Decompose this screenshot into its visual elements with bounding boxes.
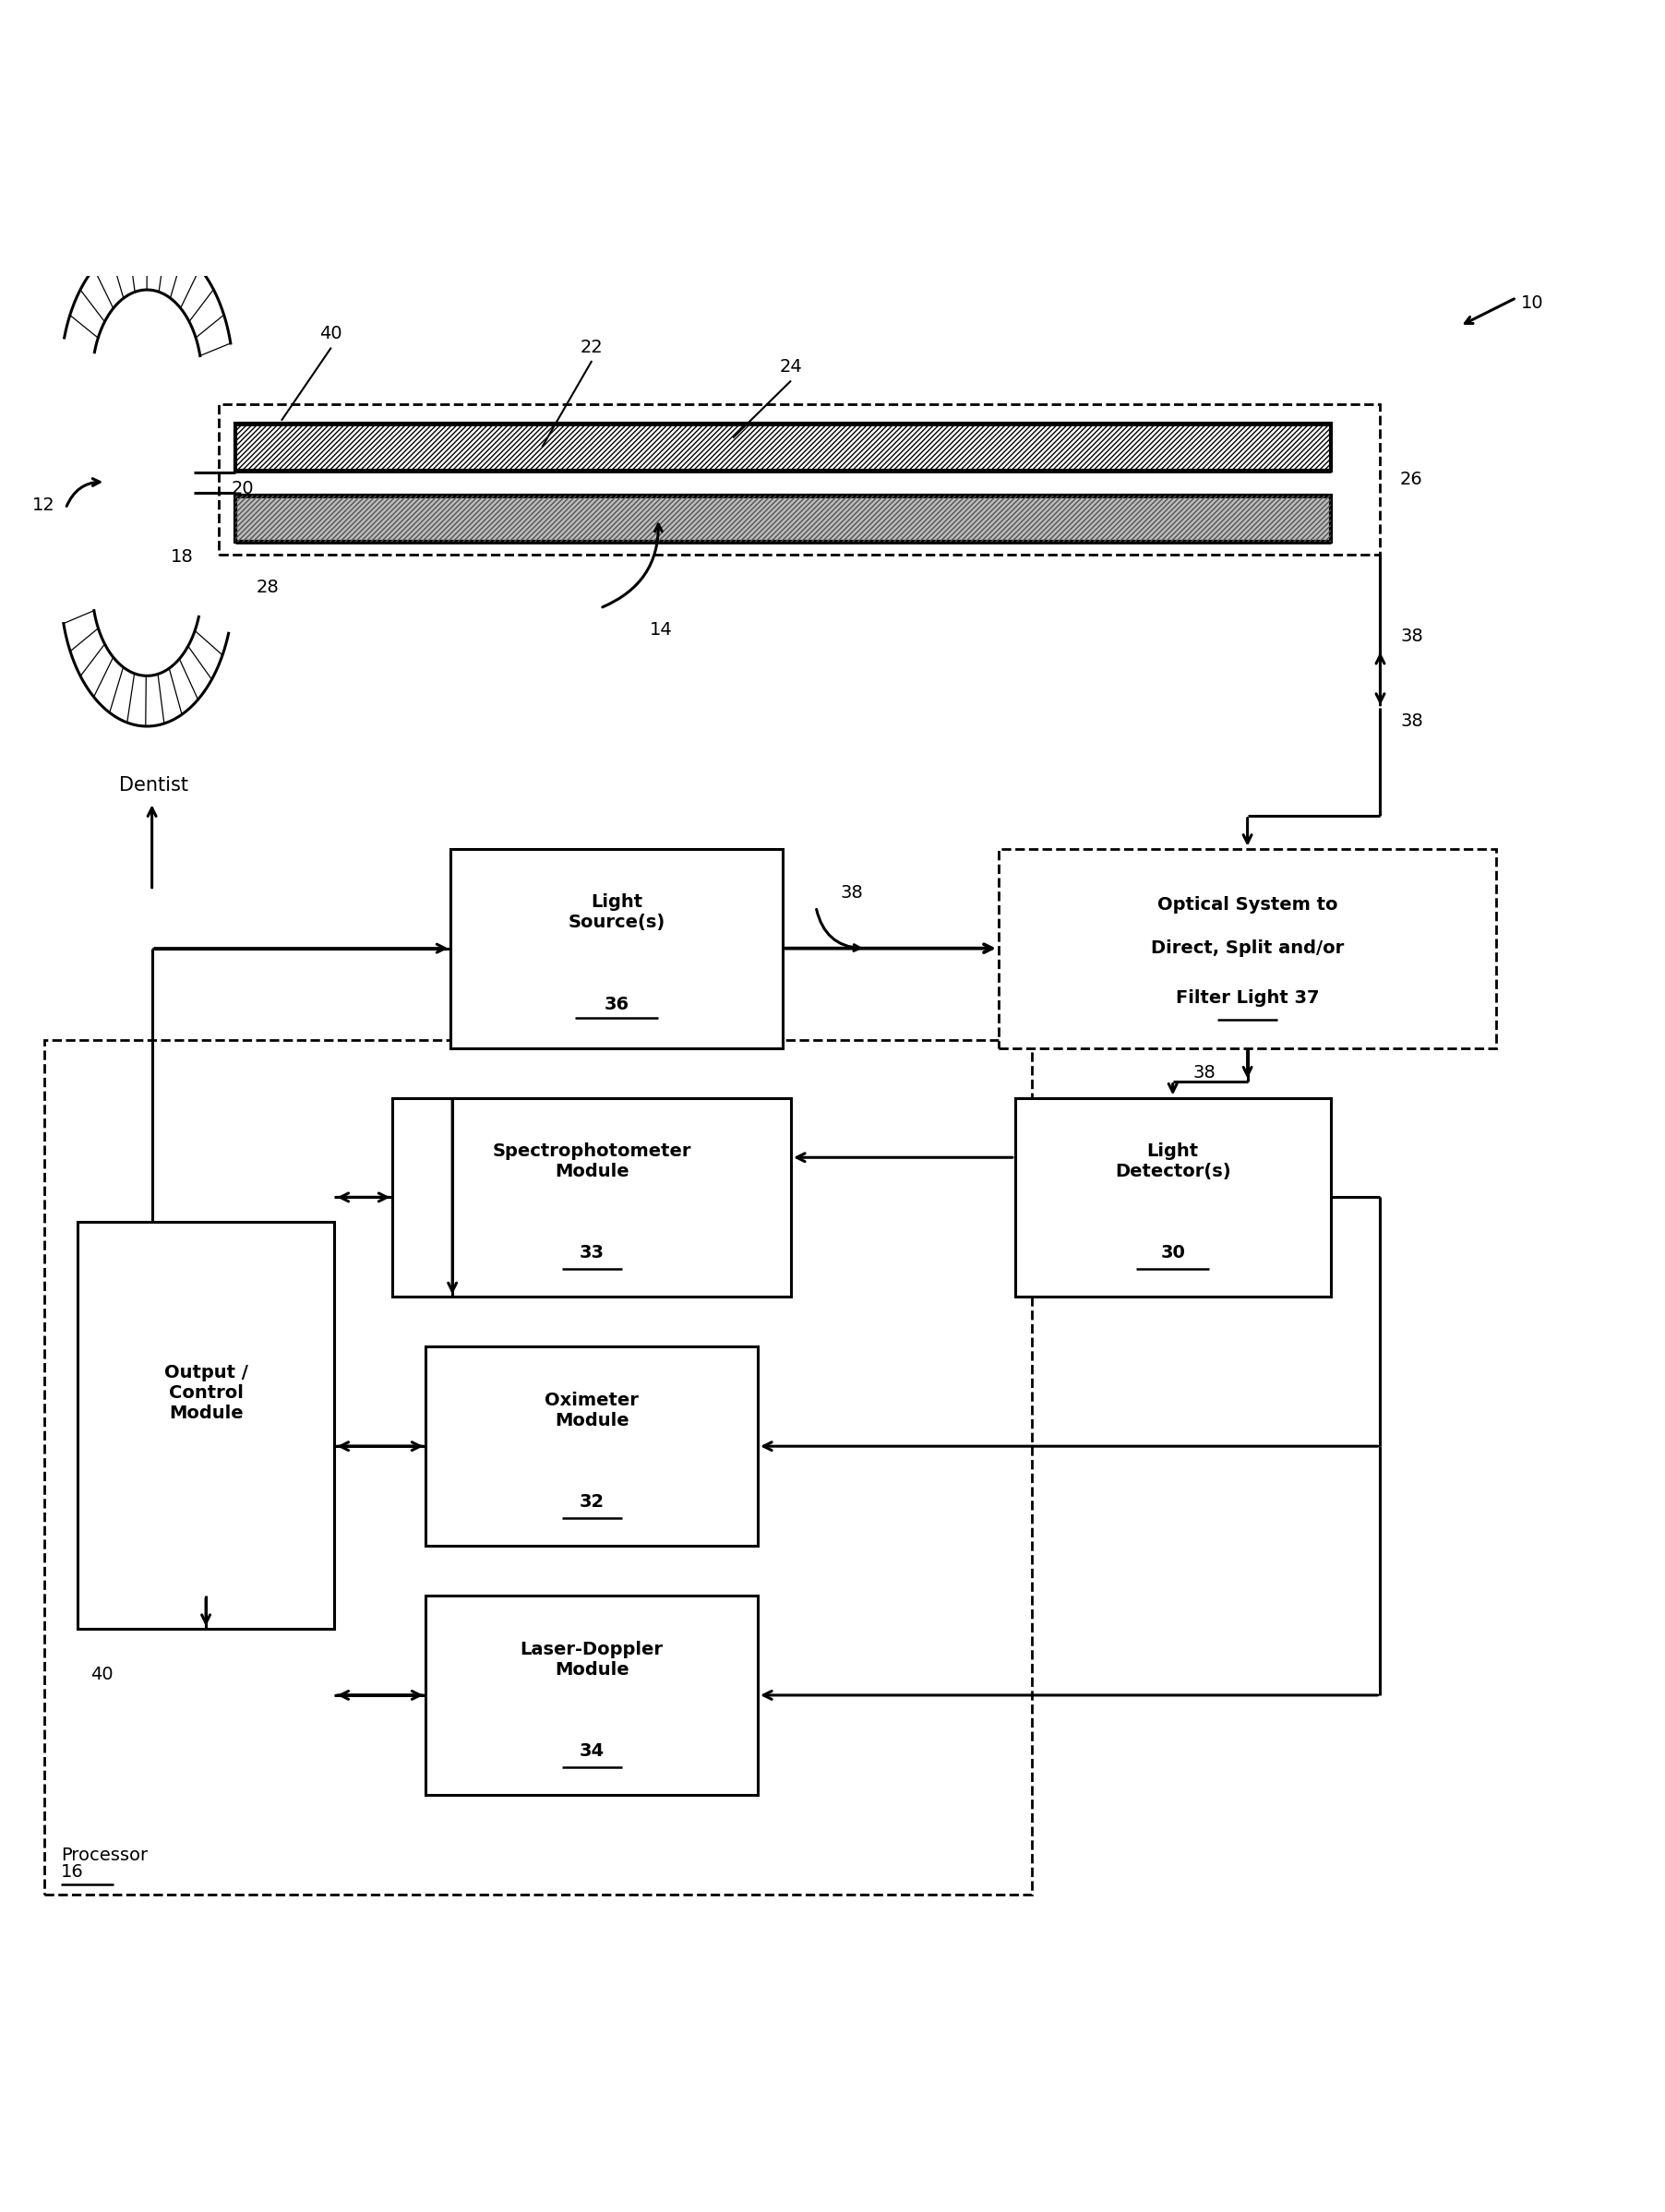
Text: Processor: Processor xyxy=(60,1847,148,1865)
Text: 38: 38 xyxy=(1192,1064,1215,1082)
Text: 18: 18 xyxy=(170,549,193,566)
Text: Optical System to: Optical System to xyxy=(1157,896,1337,914)
Text: 28: 28 xyxy=(256,577,280,595)
Text: 24: 24 xyxy=(779,358,803,376)
Text: Oximeter
Module: Oximeter Module xyxy=(544,1391,639,1429)
Text: 38: 38 xyxy=(1400,712,1424,730)
Text: Direct, Split and/or: Direct, Split and/or xyxy=(1151,940,1344,958)
Bar xyxy=(77,1223,335,1628)
Text: 40: 40 xyxy=(90,1666,113,1683)
Text: 16: 16 xyxy=(60,1863,83,1880)
Text: Output /
Control
Module: Output / Control Module xyxy=(163,1365,248,1422)
Text: 40: 40 xyxy=(320,325,343,343)
Text: 10: 10 xyxy=(1522,294,1543,312)
Text: 12: 12 xyxy=(33,495,55,513)
Bar xyxy=(43,1040,1032,1893)
Bar xyxy=(426,1595,758,1794)
Text: 30: 30 xyxy=(1161,1245,1185,1261)
Text: Light
Source(s): Light Source(s) xyxy=(568,894,666,931)
Bar xyxy=(426,1347,758,1546)
Bar xyxy=(235,495,1330,542)
Text: 20: 20 xyxy=(231,480,255,498)
Text: 22: 22 xyxy=(581,338,603,356)
Text: Spectrophotometer
Module: Spectrophotometer Module xyxy=(493,1144,691,1181)
Text: 38: 38 xyxy=(1400,626,1424,644)
Text: 33: 33 xyxy=(579,1245,604,1261)
Text: 14: 14 xyxy=(649,622,673,639)
Text: 26: 26 xyxy=(1400,471,1424,489)
Text: Laser-Doppler
Module: Laser-Doppler Module xyxy=(519,1641,663,1679)
Bar xyxy=(235,425,1330,471)
Text: 32: 32 xyxy=(579,1493,604,1511)
Text: 36: 36 xyxy=(604,995,629,1013)
Text: 38: 38 xyxy=(841,885,864,902)
Text: Filter Light 37: Filter Light 37 xyxy=(1175,989,1319,1006)
Text: 34: 34 xyxy=(579,1743,604,1761)
Bar xyxy=(451,849,783,1048)
Bar xyxy=(999,849,1497,1048)
Bar xyxy=(1016,1097,1330,1296)
Text: Light
Detector(s): Light Detector(s) xyxy=(1116,1144,1230,1181)
Bar xyxy=(393,1097,791,1296)
Bar xyxy=(235,495,1330,542)
Text: Dentist: Dentist xyxy=(118,776,188,794)
Bar xyxy=(235,425,1330,471)
Bar xyxy=(218,405,1380,555)
